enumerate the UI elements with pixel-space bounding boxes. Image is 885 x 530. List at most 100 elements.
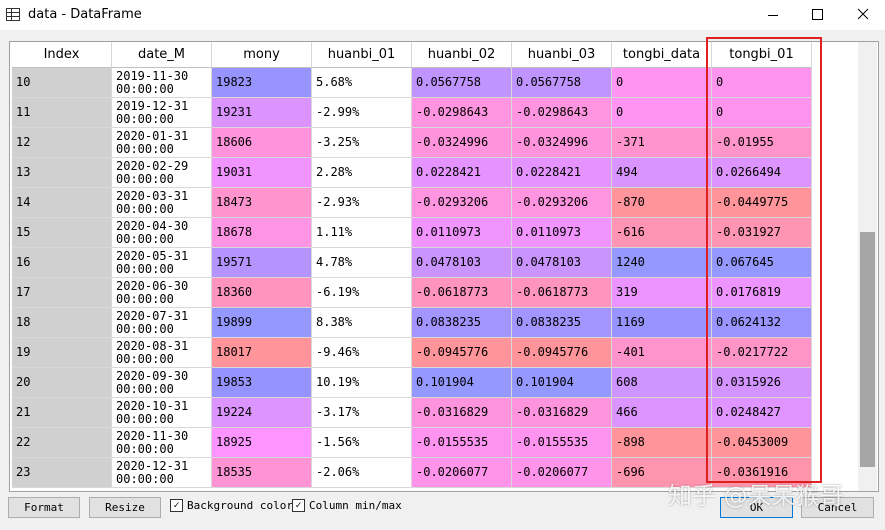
table-cell: 18535 (212, 458, 312, 488)
checkbox-label: Background color (187, 499, 293, 512)
table-cell: 5.68% (312, 68, 412, 98)
table-cell: 18925 (212, 428, 312, 458)
column-header[interactable]: tongbi_data (612, 42, 712, 68)
table-cell: 19899 (212, 308, 312, 338)
row-index: 20 (12, 368, 112, 398)
app-icon (6, 8, 20, 21)
minimize-button[interactable] (750, 0, 796, 30)
table-cell: -0.0453009 (712, 428, 812, 458)
table-cell: 0.101904 (412, 368, 512, 398)
table-cell: -0.0316829 (412, 398, 512, 428)
row-index: 17 (12, 278, 112, 308)
maximize-button[interactable] (795, 0, 841, 30)
checkbox[interactable]: ✓ Column min/max (292, 499, 402, 512)
row-index: 11 (12, 98, 112, 128)
toolbar-button[interactable]: Format (8, 497, 80, 518)
table-cell: -0.0206077 (412, 458, 512, 488)
table-cell: 0.0228421 (512, 158, 612, 188)
table-cell: -0.0324996 (412, 128, 512, 158)
column-header[interactable]: tongbi_01 (712, 42, 812, 68)
table-cell: 1240 (612, 248, 712, 278)
table-cell: -9.46% (312, 338, 412, 368)
row-index: 12 (12, 128, 112, 158)
checkbox-label: Column min/max (309, 499, 402, 512)
table-cell: -0.0618773 (512, 278, 612, 308)
table-cell: 0.0567758 (412, 68, 512, 98)
table-cell: 8.38% (312, 308, 412, 338)
table-cell: 4.78% (312, 248, 412, 278)
watermark: 知乎 @呆呆猴哥 (668, 482, 844, 510)
checkbox-box[interactable]: ✓ (170, 499, 183, 512)
table-cell: 0.0838235 (512, 308, 612, 338)
table-cell: 2020-03-31 00:00:00 (112, 188, 212, 218)
close-button[interactable] (840, 0, 885, 30)
table-cell: -0.0316829 (512, 398, 612, 428)
table-cell: 18360 (212, 278, 312, 308)
column-header[interactable]: huanbi_03 (512, 42, 612, 68)
table-cell: 2020-04-30 00:00:00 (112, 218, 212, 248)
column-header[interactable]: huanbi_01 (312, 42, 412, 68)
table-cell: -616 (612, 218, 712, 248)
table-cell: 18473 (212, 188, 312, 218)
table-cell: 2020-06-30 00:00:00 (112, 278, 212, 308)
table-cell: 2020-01-31 00:00:00 (112, 128, 212, 158)
table-cell: 0 (712, 68, 812, 98)
table-cell: 0 (612, 68, 712, 98)
table-cell: 19031 (212, 158, 312, 188)
table-cell: 2019-12-31 00:00:00 (112, 98, 212, 128)
table-cell: 19823 (212, 68, 312, 98)
row-index: 14 (12, 188, 112, 218)
toolbar-button[interactable]: Resize (89, 497, 161, 518)
row-index: 10 (12, 68, 112, 98)
table-cell: 0.0838235 (412, 308, 512, 338)
column-header[interactable]: date_M (112, 42, 212, 68)
table-cell: -0.0155535 (512, 428, 612, 458)
vertical-scrollbar[interactable] (858, 42, 877, 491)
column-header[interactable]: mony (212, 42, 312, 68)
title-bar: data - DataFrame (0, 0, 885, 30)
row-index: 15 (12, 218, 112, 248)
table-cell: 10.19% (312, 368, 412, 398)
table-cell: 2020-07-31 00:00:00 (112, 308, 212, 338)
table-cell: -870 (612, 188, 712, 218)
table-cell: 2020-10-31 00:00:00 (112, 398, 212, 428)
table-cell: -2.93% (312, 188, 412, 218)
table-cell: 2020-12-31 00:00:00 (112, 458, 212, 488)
table-cell: 2020-08-31 00:00:00 (112, 338, 212, 368)
column-header[interactable]: Index (12, 42, 112, 68)
table-cell: 0.0266494 (712, 158, 812, 188)
table-cell: 2020-02-29 00:00:00 (112, 158, 212, 188)
table-cell: 2020-11-30 00:00:00 (112, 428, 212, 458)
cancel-button[interactable]: Cancel (801, 497, 874, 518)
table-cell: 608 (612, 368, 712, 398)
table-cell: 2020-05-31 00:00:00 (112, 248, 212, 278)
table-cell: -0.0206077 (512, 458, 612, 488)
table-cell: -0.0217722 (712, 338, 812, 368)
window-title: data - DataFrame (28, 7, 142, 22)
table-cell: -3.25% (312, 128, 412, 158)
table-cell: 2019-11-30 00:00:00 (112, 68, 212, 98)
table-cell: 0.0567758 (512, 68, 612, 98)
table-cell: -696 (612, 458, 712, 488)
table-cell: 0.0624132 (712, 308, 812, 338)
table-cell: -0.0618773 (412, 278, 512, 308)
table-cell: -2.06% (312, 458, 412, 488)
checkbox-box[interactable]: ✓ (292, 499, 305, 512)
table-cell: 19571 (212, 248, 312, 278)
table-cell: 1169 (612, 308, 712, 338)
table-cell: 2020-09-30 00:00:00 (112, 368, 212, 398)
column-header[interactable]: huanbi_02 (412, 42, 512, 68)
table-cell: 0.0110973 (512, 218, 612, 248)
table-cell: -0.01955 (712, 128, 812, 158)
table-cell: -6.19% (312, 278, 412, 308)
row-index: 21 (12, 398, 112, 428)
table-cell: 0.0315926 (712, 368, 812, 398)
ok-button[interactable]: OK (720, 497, 793, 518)
scroll-thumb[interactable] (860, 232, 875, 467)
table-cell: 0.0110973 (412, 218, 512, 248)
table-cell: -0.0449775 (712, 188, 812, 218)
table-cell: -1.56% (312, 428, 412, 458)
highlight-box (706, 37, 822, 483)
checkbox[interactable]: ✓ Background color (170, 499, 293, 512)
